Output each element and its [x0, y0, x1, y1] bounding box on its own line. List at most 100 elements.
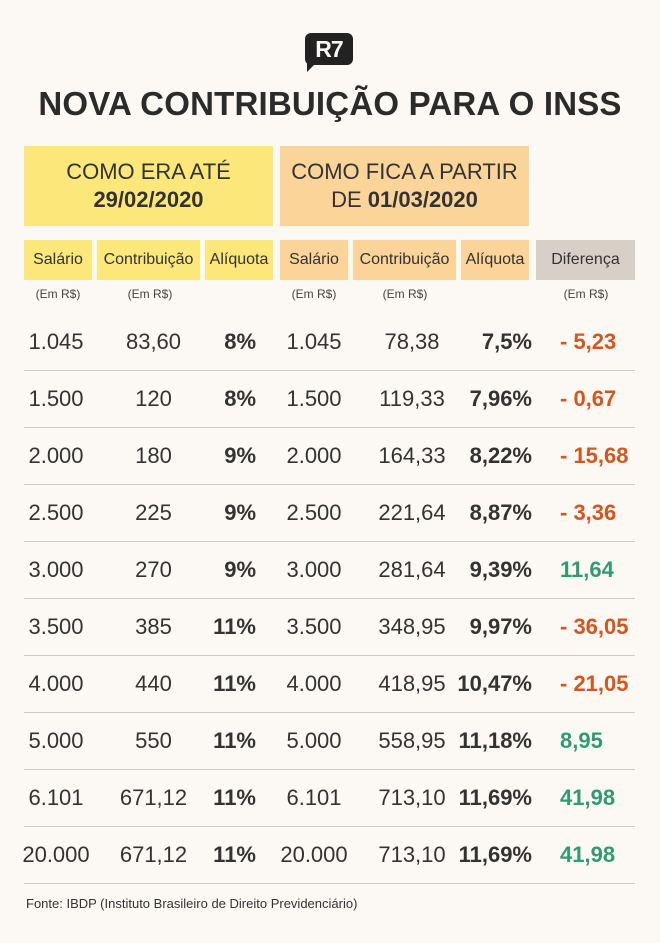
page-title: NOVA CONTRIBUIÇÃO PARA O INSS — [38, 85, 622, 122]
table-row: 4.000 440 11% 4.000 418,95 10,47% - 21,05 — [24, 655, 635, 713]
table-row: 5.000 550 11% 5.000 558,95 11,18% 8,95 — [24, 712, 635, 770]
header-old-rules: COMO ERA ATÉ 29/02/2020 — [24, 146, 273, 226]
cell-aliquota-old: 8% — [224, 329, 256, 354]
cell-aliquota-old: 11% — [213, 728, 256, 753]
table-row: 3.000 270 9% 3.000 281,64 9,39% 11,64 — [24, 541, 635, 599]
cell-contribuicao-new: 348,95 — [378, 614, 446, 639]
cell-salario-new: 3.500 — [286, 614, 342, 639]
cell-salario-new: 1.045 — [286, 329, 342, 354]
cell-aliquota-old: 9% — [224, 500, 256, 525]
cell-contribuicao-old: 671,12 — [119, 785, 188, 810]
cell-aliquota-new: 9,97% — [469, 614, 532, 639]
cell-contribuicao-old: 270 — [135, 557, 172, 582]
cell-salario-new: 2.500 — [286, 500, 342, 525]
cell-aliquota-new: 8,22% — [469, 443, 532, 468]
cell-contribuicao-old: 120 — [135, 386, 172, 411]
cell-salario-new: 20.000 — [280, 842, 348, 867]
unit-diferenca: (Em R$) — [563, 287, 609, 301]
unit-salario-new: (Em R$) — [291, 287, 337, 301]
cell-contribuicao-old: 671,12 — [119, 842, 188, 867]
cell-salario-new: 6.101 — [286, 785, 342, 810]
cell-salario-old: 2.500 — [28, 500, 84, 525]
cell-salario-old: 6.101 — [28, 785, 84, 810]
cell-diferenca: - 21,05 — [560, 671, 629, 696]
cell-diferenca: - 15,68 — [560, 443, 629, 468]
table-row: 1.045 83,60 8% 1.045 78,38 7,5% - 5,23 — [24, 313, 635, 371]
cell-aliquota-new: 11,69% — [458, 842, 532, 867]
cell-salario-old: 3.000 — [28, 557, 84, 582]
cell-contribuicao-old: 385 — [135, 614, 172, 639]
cell-contribuicao-old: 550 — [135, 728, 172, 753]
cell-diferenca: - 0,67 — [560, 386, 617, 411]
cell-aliquota-old: 9% — [224, 443, 256, 468]
cell-salario-old: 4.000 — [28, 671, 84, 696]
header-old-line1: COMO ERA ATÉ — [66, 159, 231, 184]
header-new-rules: COMO FICA A PARTIR DE 01/03/2020 — [280, 146, 529, 226]
col-header-diferenca: Diferença — [536, 240, 635, 280]
cell-aliquota-new: 7,5% — [481, 329, 532, 354]
header-new-prefix: DE — [331, 187, 368, 212]
cell-contribuicao-old: 83,60 — [125, 329, 182, 354]
cell-aliquota-old: 9% — [224, 557, 256, 582]
cell-aliquota-new: 11,69% — [458, 785, 532, 810]
cell-diferenca: 41,98 — [560, 842, 616, 867]
cell-salario-old: 2.000 — [28, 443, 84, 468]
table-row: 6.101 671,12 11% 6.101 713,10 11,69% 41,98 — [24, 769, 635, 827]
table-row: 20.000 671,12 11% 20.000 713,10 11,69% 41,98 — [22, 826, 635, 884]
cell-salario-new: 5.000 — [286, 728, 342, 753]
table-row: 3.500 385 11% 3.500 348,95 9,97% - 36,05 — [24, 598, 635, 656]
cell-contribuicao-new: 558,95 — [378, 728, 446, 753]
cell-salario-new: 3.000 — [286, 557, 342, 582]
r7-logo-tail — [307, 62, 317, 72]
cell-aliquota-new: 7,96% — [469, 386, 532, 411]
header-old-date: 29/02/2020 — [93, 187, 204, 212]
cell-contribuicao-new: 78,38 — [384, 329, 440, 354]
table-row: 2.000 180 9% 2.000 164,33 8,22% - 15,68 — [24, 427, 635, 485]
cell-diferenca: - 36,05 — [560, 614, 629, 639]
cell-salario-new: 1.500 — [286, 386, 342, 411]
header-new-line1: COMO FICA A PARTIR — [291, 159, 518, 184]
cell-contribuicao-new: 164,33 — [378, 443, 446, 468]
col-header-aliquota-new: Alíquota — [461, 240, 529, 280]
cell-contribuicao-old: 180 — [135, 443, 172, 468]
table-row: 1.500 120 8% 1.500 119,33 7,96% - 0,67 — [24, 370, 635, 428]
cell-salario-old: 1.045 — [28, 329, 84, 354]
cell-aliquota-new: 8,87% — [469, 500, 532, 525]
cell-diferenca: 41,98 — [560, 785, 616, 810]
cell-contribuicao-new: 221,64 — [378, 500, 446, 525]
col-header-contribuicao-old: Contribuição — [97, 240, 200, 280]
cell-salario-new: 4.000 — [286, 671, 342, 696]
table-row: 2.500 225 9% 2.500 221,64 8,87% - 3,36 — [24, 484, 635, 542]
unit-salario-old: (Em R$) — [35, 287, 81, 301]
col-header-salario-new: Salário — [280, 240, 348, 280]
cell-aliquota-new: 10,47% — [457, 671, 532, 696]
cell-contribuicao-new: 418,95 — [378, 671, 446, 696]
header-new-date: 01/03/2020 — [367, 187, 478, 212]
cell-aliquota-old: 11% — [213, 842, 256, 867]
cell-aliquota-new: 11,18% — [458, 728, 532, 753]
cell-salario-old: 1.500 — [28, 386, 84, 411]
cell-contribuicao-new: 281,64 — [378, 557, 446, 582]
cell-aliquota-old: 11% — [213, 785, 256, 810]
cell-salario-old: 20.000 — [22, 842, 90, 867]
cell-diferenca: 11,64 — [560, 557, 614, 582]
source-footnote: Fonte: IBDP (Instituto Brasileiro de Dir… — [26, 896, 358, 911]
cell-contribuicao-new: 713,10 — [378, 842, 446, 867]
unit-contribuicao-old: (Em R$) — [127, 287, 173, 301]
cell-contribuicao-old: 225 — [135, 500, 172, 525]
cell-aliquota-old: 11% — [213, 614, 256, 639]
cell-salario-old: 3.500 — [28, 614, 84, 639]
cell-diferenca: - 5,23 — [560, 329, 617, 354]
cell-aliquota-new: 9,39% — [469, 557, 532, 582]
col-header-contribuicao-new: Contribuição — [353, 240, 456, 280]
col-header-salario-old: Salário — [24, 240, 92, 280]
cell-aliquota-old: 11% — [213, 671, 256, 696]
cell-salario-old: 5.000 — [28, 728, 84, 753]
col-header-aliquota-old: Alíquota — [205, 240, 273, 280]
r7-logo: R7 — [305, 33, 353, 65]
unit-contribuicao-new: (Em R$) — [382, 287, 428, 301]
cell-aliquota-old: 8% — [224, 386, 256, 411]
cell-diferenca: 8,95 — [560, 728, 603, 753]
cell-salario-new: 2.000 — [286, 443, 342, 468]
cell-contribuicao-new: 713,10 — [378, 785, 446, 810]
